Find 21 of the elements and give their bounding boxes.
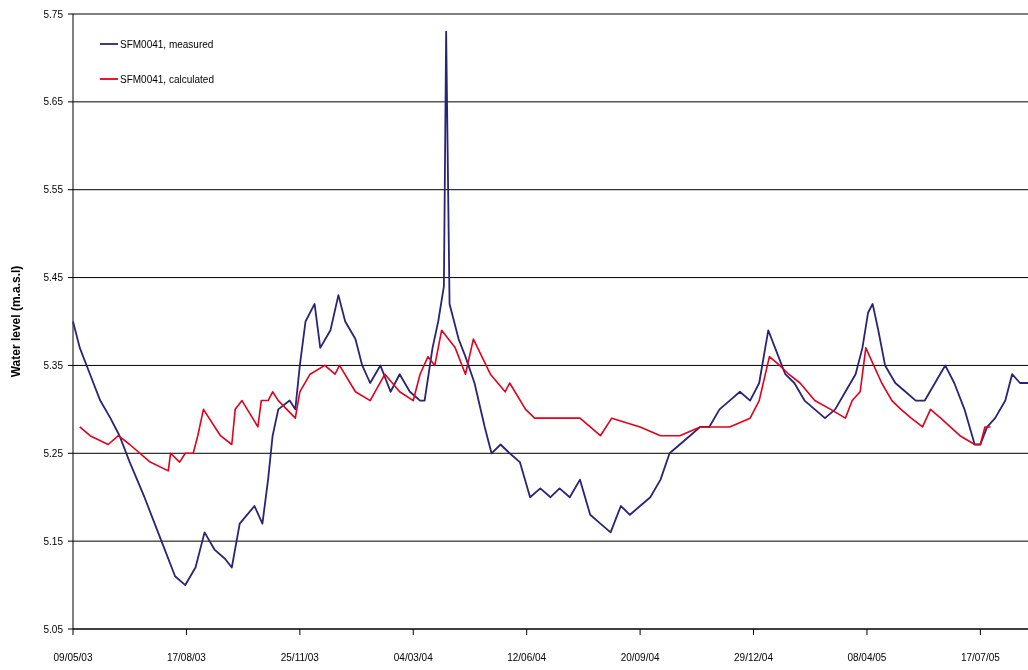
line-series <box>79 329 992 472</box>
y-tick-label: 5.15 <box>43 535 64 547</box>
legend-label: SFM0041, calculated <box>120 73 214 85</box>
y-axis-title: Water level (m.a.s.l) <box>9 265 23 378</box>
legend-label: SFM0041, measured <box>120 38 214 50</box>
x-tick-label: 08/04/05 <box>847 652 887 663</box>
y-tick-label: 5.55 <box>43 184 64 196</box>
x-tick-label: 04/03/04 <box>393 652 434 663</box>
x-tick-label: 25/11/03 <box>280 652 320 663</box>
x-tick-label: 20/09/04 <box>620 652 660 663</box>
y-tick-label: 5.25 <box>43 447 64 459</box>
x-tick-label: 17/07/05 <box>960 652 1001 663</box>
x-tick-label: 17/08/03 <box>166 652 207 663</box>
y-tick-label: 5.75 <box>43 8 64 20</box>
y-tick-label: 5.35 <box>43 359 64 371</box>
y-tick-label: 5.45 <box>43 272 64 284</box>
x-tick-label: 09/05/03 <box>53 652 93 663</box>
x-tick-label: 29/12/04 <box>734 652 774 663</box>
y-tick-label: 5.65 <box>43 96 64 108</box>
y-tick-label: 5.05 <box>43 623 64 635</box>
x-tick-label: 12/06/04 <box>507 652 547 663</box>
